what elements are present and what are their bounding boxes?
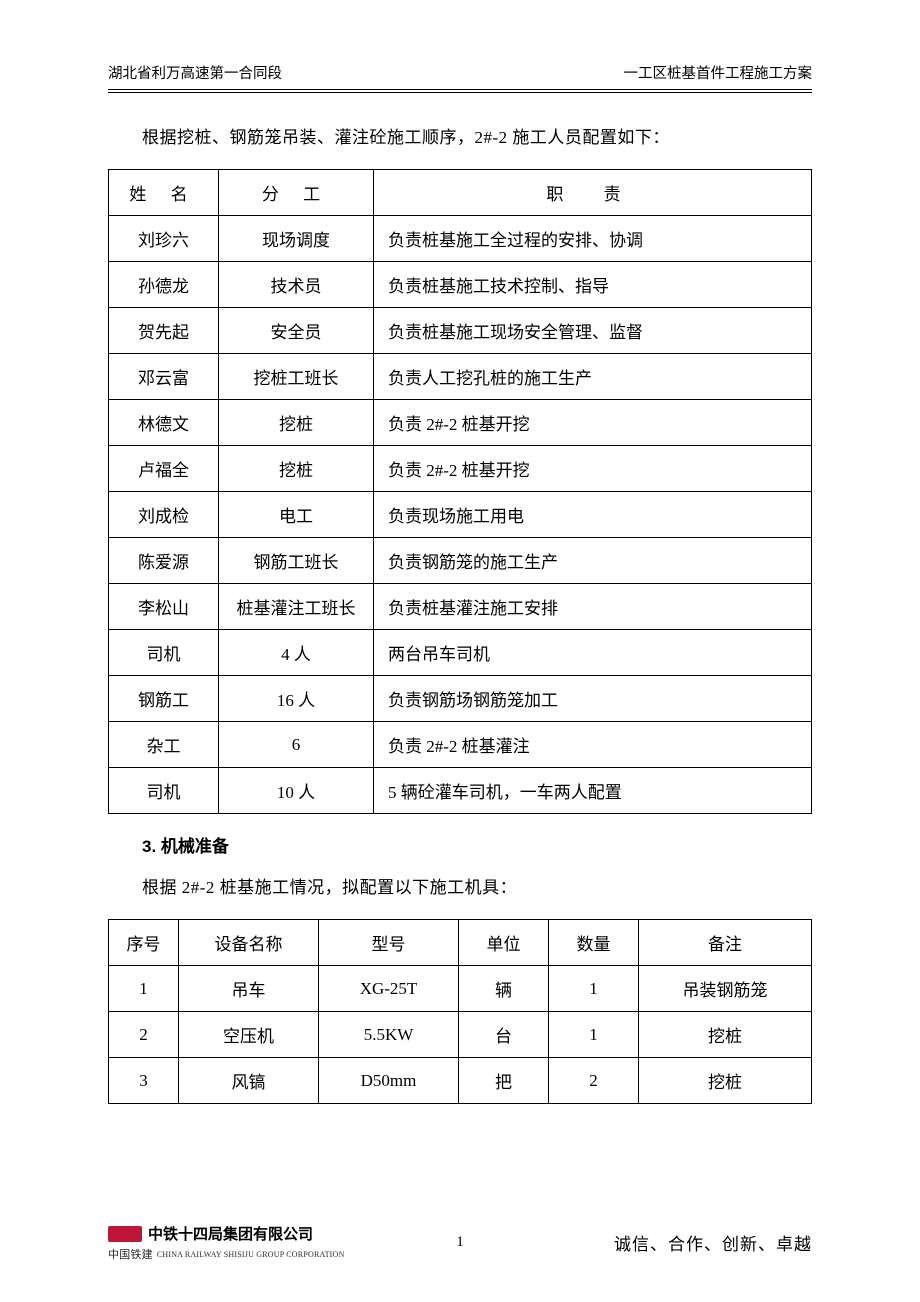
header-rule (108, 89, 812, 93)
header-left: 湖北省利万高速第一合同段 (108, 62, 282, 83)
table-cell: 1 (549, 1012, 639, 1058)
table-cell: 杂工 (109, 722, 219, 768)
crcc-logo-icon (108, 1226, 142, 1242)
table-row: 邓云富挖桩工班长负责人工挖孔桩的施工生产 (109, 354, 812, 400)
table-cell: 挖桩 (639, 1058, 812, 1104)
header-right: 一工区桩基首件工程施工方案 (624, 62, 813, 83)
table-cell: 孙德龙 (109, 262, 219, 308)
table-cell: 吊车 (179, 966, 319, 1012)
footer-page-number: 1 (456, 1234, 464, 1251)
table-cell: 负责桩基施工技术控制、指导 (374, 262, 812, 308)
table-cell: 桩基灌注工班长 (219, 584, 374, 630)
footer-brand-cn: 中国铁建 (108, 1246, 153, 1262)
table-cell: 2 (549, 1058, 639, 1104)
table-cell: 挖桩 (219, 400, 374, 446)
table-cell: 16 人 (219, 676, 374, 722)
t2-h-4: 数量 (549, 920, 639, 966)
table-cell: 钢筋工班长 (219, 538, 374, 584)
footer-company-cn: 中铁十四局集团有限公司 (148, 1223, 313, 1244)
table-cell: 两台吊车司机 (374, 630, 812, 676)
table-row: 孙德龙技术员负责桩基施工技术控制、指导 (109, 262, 812, 308)
table-cell: 10 人 (219, 768, 374, 814)
table-cell: 辆 (459, 966, 549, 1012)
table-cell: 1 (549, 966, 639, 1012)
table-cell: 安全员 (219, 308, 374, 354)
table-cell: 邓云富 (109, 354, 219, 400)
table-cell: 挖桩 (219, 446, 374, 492)
table-row: 李松山桩基灌注工班长负责桩基灌注施工安排 (109, 584, 812, 630)
table-row: 贺先起安全员负责桩基施工现场安全管理、监督 (109, 308, 812, 354)
footer-company-en: CHINA RAILWAY SHISIJU GROUP CORPORATION (157, 1250, 345, 1259)
table-cell: 钢筋工 (109, 676, 219, 722)
section-heading-3: 3. 机械准备 (108, 832, 812, 857)
table-cell: 负责钢筋笼的施工生产 (374, 538, 812, 584)
table-cell: D50mm (319, 1058, 459, 1104)
table-cell: 司机 (109, 630, 219, 676)
table-cell: 把 (459, 1058, 549, 1104)
table-row: 陈爱源钢筋工班长负责钢筋笼的施工生产 (109, 538, 812, 584)
table-cell: 负责 2#-2 桩基开挖 (374, 400, 812, 446)
table-cell: 4 人 (219, 630, 374, 676)
t1-h-role: 分 工 (219, 170, 374, 216)
table-cell: 风镐 (179, 1058, 319, 1104)
table-cell: 挖桩 (639, 1012, 812, 1058)
intro-paragraph-2: 根据 2#-2 桩基施工情况，拟配置以下施工机具： (108, 871, 812, 905)
table-row: 刘成检电工负责现场施工用电 (109, 492, 812, 538)
intro-paragraph-1: 根据挖桩、钢筋笼吊装、灌注砼施工顺序，2#-2 施工人员配置如下： (108, 121, 812, 155)
table-cell: 负责 2#-2 桩基开挖 (374, 446, 812, 492)
table-cell: 空压机 (179, 1012, 319, 1058)
table-cell: 司机 (109, 768, 219, 814)
table-cell: 卢福全 (109, 446, 219, 492)
table-cell: 负责桩基施工现场安全管理、监督 (374, 308, 812, 354)
table-cell: 5.5KW (319, 1012, 459, 1058)
t2-h-2: 型号 (319, 920, 459, 966)
personnel-table: 姓 名 分 工 职 责 刘珍六现场调度负责桩基施工全过程的安排、协调孙德龙技术员… (108, 169, 812, 814)
table-cell: 刘珍六 (109, 216, 219, 262)
page-footer: 中铁十四局集团有限公司 中国铁建 CHINA RAILWAY SHISIJU G… (108, 1223, 812, 1262)
table-cell: 负责钢筋场钢筋笼加工 (374, 676, 812, 722)
table-cell: 贺先起 (109, 308, 219, 354)
table-row: 2空压机5.5KW台1挖桩 (109, 1012, 812, 1058)
equipment-table: 序号 设备名称 型号 单位 数量 备注 1吊车XG-25T辆1吊装钢筋笼2空压机… (108, 919, 812, 1104)
table-row: 杂工6负责 2#-2 桩基灌注 (109, 722, 812, 768)
t1-h-name: 姓 名 (109, 170, 219, 216)
table-cell: 技术员 (219, 262, 374, 308)
t2-h-3: 单位 (459, 920, 549, 966)
table-cell: 吊装钢筋笼 (639, 966, 812, 1012)
table-cell: 负责桩基灌注施工安排 (374, 584, 812, 630)
table-cell: 电工 (219, 492, 374, 538)
table-cell: 负责现场施工用电 (374, 492, 812, 538)
t2-h-1: 设备名称 (179, 920, 319, 966)
table-row: 3风镐D50mm把2挖桩 (109, 1058, 812, 1104)
table-cell: 5 辆砼灌车司机，一车两人配置 (374, 768, 812, 814)
t1-h-duty: 职 责 (374, 170, 812, 216)
table-cell: 李松山 (109, 584, 219, 630)
table-cell: 台 (459, 1012, 549, 1058)
table-row: 卢福全挖桩负责 2#-2 桩基开挖 (109, 446, 812, 492)
table-cell: 负责人工挖孔桩的施工生产 (374, 354, 812, 400)
table-cell: 2 (109, 1012, 179, 1058)
table-row: 1吊车XG-25T辆1吊装钢筋笼 (109, 966, 812, 1012)
table-cell: 林德文 (109, 400, 219, 446)
page-header: 湖北省利万高速第一合同段 一工区桩基首件工程施工方案 (108, 62, 812, 89)
table-cell: 负责桩基施工全过程的安排、协调 (374, 216, 812, 262)
table-cell: 现场调度 (219, 216, 374, 262)
table-row: 刘珍六现场调度负责桩基施工全过程的安排、协调 (109, 216, 812, 262)
table-row: 林德文挖桩负责 2#-2 桩基开挖 (109, 400, 812, 446)
table-row: 司机10 人5 辆砼灌车司机，一车两人配置 (109, 768, 812, 814)
table-row: 钢筋工16 人负责钢筋场钢筋笼加工 (109, 676, 812, 722)
table-row: 司机4 人两台吊车司机 (109, 630, 812, 676)
table-cell: 3 (109, 1058, 179, 1104)
table-cell: 1 (109, 966, 179, 1012)
table-cell: 6 (219, 722, 374, 768)
table-cell: 挖桩工班长 (219, 354, 374, 400)
t2-h-0: 序号 (109, 920, 179, 966)
table-cell: 陈爱源 (109, 538, 219, 584)
table-cell: 负责 2#-2 桩基灌注 (374, 722, 812, 768)
table-cell: 刘成检 (109, 492, 219, 538)
table-cell: XG-25T (319, 966, 459, 1012)
footer-slogan: 诚信、合作、创新、卓越 (614, 1230, 812, 1255)
footer-company-block: 中铁十四局集团有限公司 中国铁建 CHINA RAILWAY SHISIJU G… (108, 1223, 344, 1262)
t2-h-5: 备注 (639, 920, 812, 966)
